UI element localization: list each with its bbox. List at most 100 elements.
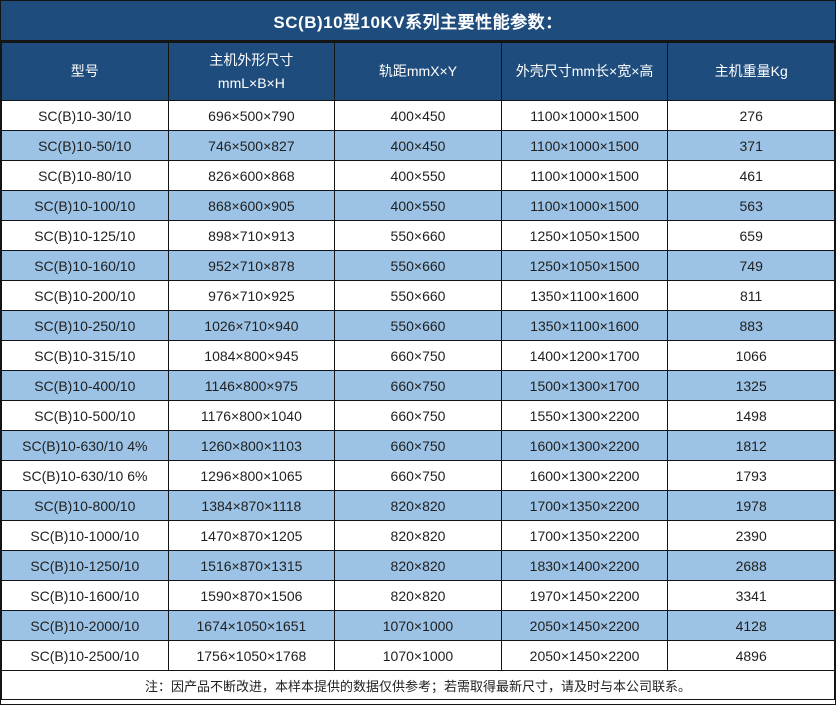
- table-cell: SC(B)10-2500/10: [1, 640, 169, 671]
- table-cell: 1070×1000: [334, 640, 502, 671]
- table-cell: 1700×1350×2200: [500, 490, 669, 521]
- table-cell: SC(B)10-80/10: [1, 160, 169, 191]
- table-footer: 注：因产品不断改进，本样本提供的数据仅供参考；若需取得最新尺寸，请及时与本公司联…: [1, 670, 835, 700]
- table-cell: SC(B)10-800/10: [1, 490, 169, 521]
- table-cell: 1084×800×945: [167, 340, 336, 371]
- table-cell: 3341: [667, 580, 835, 611]
- table-cell: 400×550: [334, 190, 502, 221]
- table-cell: 826×600×868: [167, 160, 336, 191]
- table-cell: 461: [667, 160, 835, 191]
- table-cell: SC(B)10-125/10: [1, 220, 169, 251]
- table-row: SC(B)10-250/10 1026×710×940 550×660 1350×11…: [1, 310, 835, 341]
- table-cell: 820×820: [334, 520, 502, 551]
- table-cell: 2390: [667, 520, 835, 551]
- table-cell: SC(B)10-200/10: [1, 280, 169, 311]
- table-row: SC(B)10-500/10 1176×800×1040 660×750 1550×1…: [1, 400, 835, 431]
- table-cell: 1296×800×1065: [167, 460, 336, 491]
- footnote-row: 注：因产品不断改进，本样本提供的数据仅供参考；若需取得最新尺寸，请及时与本公司联…: [1, 670, 835, 700]
- table-cell: 2050×1450×2200: [500, 610, 669, 641]
- table-row: SC(B)10-630/10 6% 1296×800×1065 660×750 160…: [1, 460, 835, 491]
- table-cell: SC(B)10-630/10 4%: [1, 430, 169, 461]
- table-cell: SC(B)10-2000/10: [1, 610, 169, 641]
- table-row: SC(B)10-125/10 898×710×913 550×660 1250×105…: [1, 220, 835, 251]
- table-cell: SC(B)10-1250/10: [1, 550, 169, 581]
- table-cell: 696×500×790: [167, 100, 336, 131]
- table-cell: 1470×870×1205: [167, 520, 336, 551]
- table-cell: 1176×800×1040: [167, 400, 336, 431]
- table-cell: 1100×1000×1500: [500, 190, 669, 221]
- table-cell: 1066: [667, 340, 835, 371]
- table-cell: SC(B)10-100/10: [1, 190, 169, 221]
- table-cell: 1516×870×1315: [167, 550, 336, 581]
- table-cell: 1070×1000: [334, 610, 502, 641]
- table-row: SC(B)10-80/10 826×600×868 400×550 1100×1000…: [1, 160, 835, 191]
- table-cell: 400×550: [334, 160, 502, 191]
- page-title: SC(B)10型10KV系列主要性能参数：: [1, 1, 835, 42]
- table-cell: 4896: [667, 640, 835, 671]
- table-cell: 1970×1450×2200: [500, 580, 669, 611]
- table-cell: 660×750: [334, 430, 502, 461]
- table-cell: 976×710×925: [167, 280, 336, 311]
- table-cell: 811: [667, 280, 835, 311]
- table-cell: 1384×870×1118: [167, 490, 336, 521]
- table-row: SC(B)10-800/10 1384×870×1118 820×820 1700×1…: [1, 490, 835, 521]
- table-cell: SC(B)10-500/10: [1, 400, 169, 431]
- table-cell: 1026×710×940: [167, 310, 336, 341]
- table-row: SC(B)10-400/10 1146×800×975 660×750 1500×13…: [1, 370, 835, 401]
- table-row: SC(B)10-100/10 868×600×905 400×550 1100×100…: [1, 190, 835, 221]
- table-cell: 550×660: [334, 280, 502, 311]
- table-cell: SC(B)10-630/10 6%: [1, 460, 169, 491]
- table-cell: 1793: [667, 460, 835, 491]
- table-row: SC(B)10-630/10 4% 1260×800×1103 660×750 160…: [1, 430, 835, 461]
- table-cell: 1100×1000×1500: [500, 130, 669, 161]
- table-cell: 1756×1050×1768: [167, 640, 336, 671]
- table-cell: SC(B)10-400/10: [1, 370, 169, 401]
- table-cell: 1590×870×1506: [167, 580, 336, 611]
- table-cell: 1550×1300×2200: [500, 400, 669, 431]
- column-header-host-dimensions: 主机外形尺寸 mmL×B×H: [167, 42, 336, 101]
- table-cell: SC(B)10-1000/10: [1, 520, 169, 551]
- table-cell: 1700×1350×2200: [500, 520, 669, 551]
- table-cell: 1260×800×1103: [167, 430, 336, 461]
- table-row: SC(B)10-160/10 952×710×878 550×660 1250×105…: [1, 250, 835, 281]
- table-cell: SC(B)10-250/10: [1, 310, 169, 341]
- table-row: SC(B)10-2000/10 1674×1050×1651 1070×1000 20…: [1, 610, 835, 641]
- table-cell: 1350×1100×1600: [500, 310, 669, 341]
- table-cell: 749: [667, 250, 835, 281]
- table-cell: 898×710×913: [167, 220, 336, 251]
- table-cell: 1100×1000×1500: [500, 100, 669, 131]
- table-cell: SC(B)10-160/10: [1, 250, 169, 281]
- table-cell: 883: [667, 310, 835, 341]
- table-row: SC(B)10-50/10 746×500×827 400×450 1100×1000…: [1, 130, 835, 161]
- table-cell: 550×660: [334, 220, 502, 251]
- table-cell: 660×750: [334, 400, 502, 431]
- table-cell: 1325: [667, 370, 835, 401]
- table-cell: 4128: [667, 610, 835, 641]
- table-cell: 1250×1050×1500: [500, 250, 669, 281]
- table-cell: 1250×1050×1500: [500, 220, 669, 251]
- table-cell: SC(B)10-50/10: [1, 130, 169, 161]
- table-row: SC(B)10-315/10 1084×800×945 660×750 1400×12…: [1, 340, 835, 371]
- table-cell: 1600×1300×2200: [500, 460, 669, 491]
- table-cell: 1674×1050×1651: [167, 610, 336, 641]
- table-cell: 660×750: [334, 340, 502, 371]
- column-header-enclosure-dimensions: 外壳尺寸mm长×宽×高: [500, 42, 669, 101]
- table-cell: 400×450: [334, 100, 502, 131]
- header-row: 型号 主机外形尺寸 mmL×B×H 轨距mmX×Y 外壳尺寸mm长×宽×高 主机…: [1, 42, 835, 101]
- table-cell: 1146×800×975: [167, 370, 336, 401]
- table-cell: 1830×1400×2200: [500, 550, 669, 581]
- table-row: SC(B)10-1000/10 1470×870×1205 820×820 1700×…: [1, 520, 835, 551]
- column-header-rail-gauge: 轨距mmX×Y: [334, 42, 502, 101]
- table-cell: 1978: [667, 490, 835, 521]
- table-cell: 746×500×827: [167, 130, 336, 161]
- table-cell: 1600×1300×2200: [500, 430, 669, 461]
- table-cell: 1812: [667, 430, 835, 461]
- table-cell: 563: [667, 190, 835, 221]
- table-cell: 820×820: [334, 580, 502, 611]
- table-cell: 660×750: [334, 370, 502, 401]
- column-header-weight: 主机重量Kg: [667, 42, 835, 101]
- spec-table: 型号 主机外形尺寸 mmL×B×H 轨距mmX×Y 外壳尺寸mm长×宽×高 主机…: [1, 42, 835, 700]
- table-cell: 659: [667, 220, 835, 251]
- table-cell: 868×600×905: [167, 190, 336, 221]
